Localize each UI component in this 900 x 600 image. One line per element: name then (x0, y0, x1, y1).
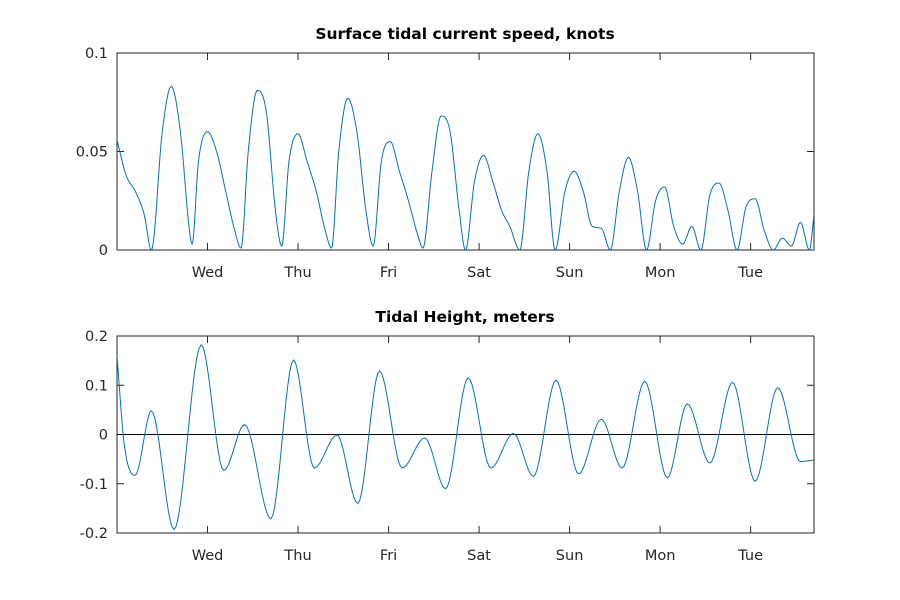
current-speed-xtick-label: Sat (467, 265, 491, 281)
current-speed-plot-area (116, 85, 815, 251)
tidal-height-panel: Tidal Height, meters -0.2 -0.1 0 0.1 0.2 Wed… (80, 308, 815, 564)
current-speed-panel: Surface tidal current speed, knots 0 0.05… (76, 25, 815, 281)
current-speed-ytick-label: 0.1 (85, 46, 108, 62)
tidal-height-ytick-label: -0.2 (80, 526, 108, 542)
current-speed-xtick-label: Mon (645, 265, 676, 281)
tidal-height-xtick-label: Tue (737, 548, 763, 564)
current-speed-title: Surface tidal current speed, knots (315, 25, 614, 43)
tidal-height-ytick-label: -0.1 (80, 477, 108, 493)
tidal-height-ytick-label: 0.2 (85, 329, 108, 345)
tidal-height-xtick-label: Mon (645, 548, 676, 564)
tidal-height-xtick-label: Thu (283, 548, 311, 564)
current-speed-series-line (116, 85, 815, 251)
tidal-height-plot-area (116, 343, 815, 531)
current-speed-xtick-label: Wed (192, 265, 224, 281)
current-speed-xtick-label: Sun (556, 265, 584, 281)
tidal-height-x-axis: Wed Thu Fri Sat Sun Mon Tue (192, 336, 763, 564)
current-speed-axes (116, 52, 815, 251)
current-speed-xtick-label: Tue (737, 265, 763, 281)
tidal-height-xtick-label: Sun (556, 548, 584, 564)
tidal-height-xtick-label: Wed (192, 548, 224, 564)
tidal-height-y-axis: -0.2 -0.1 0 0.1 0.2 (80, 329, 814, 542)
current-speed-ytick-label: 0 (99, 243, 108, 259)
tidal-height-ytick-label: 0.1 (85, 378, 108, 394)
tidal-height-xtick-label: Sat (467, 548, 491, 564)
tidal-height-ytick-label: 0 (99, 428, 108, 444)
current-speed-y-axis: 0 0.05 0.1 (76, 46, 814, 259)
current-speed-xtick-label: Fri (380, 265, 397, 281)
current-speed-xtick-label: Thu (283, 265, 311, 281)
tidal-height-title: Tidal Height, meters (375, 308, 554, 326)
tidal-height-series-line (116, 343, 815, 531)
tidal-height-xtick-label: Fri (380, 548, 397, 564)
current-speed-ytick-label: 0.05 (76, 145, 108, 161)
current-speed-x-axis: Wed Thu Fri Sat Sun Mon Tue (192, 53, 763, 281)
